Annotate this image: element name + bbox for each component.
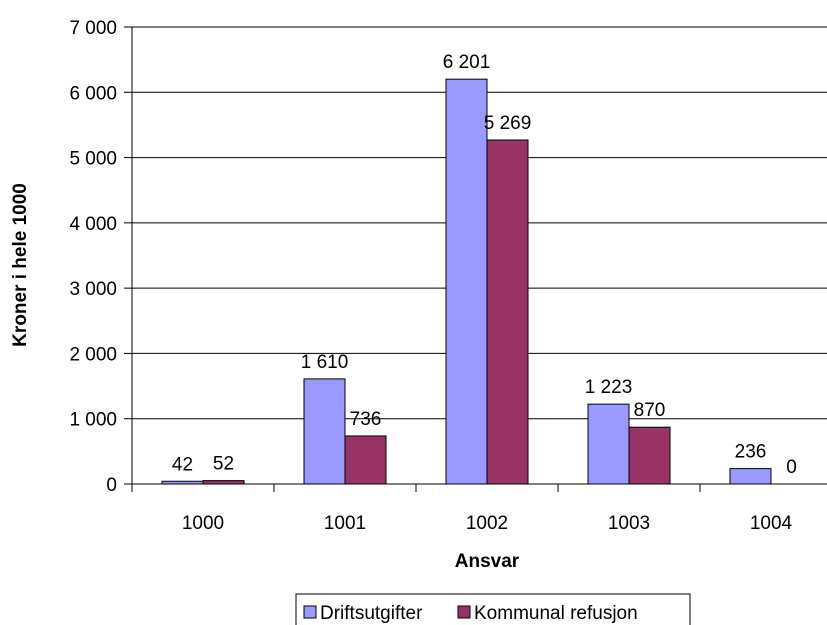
y-axis-title: Kroner i hele 1000 <box>10 183 31 347</box>
bar-kommunal-refusjon <box>344 435 387 485</box>
x-tick-label: 1000 <box>182 513 224 534</box>
legend-label: Driftsutgifter <box>320 603 423 624</box>
data-label: 5 269 <box>484 113 532 134</box>
data-label: 870 <box>634 400 666 421</box>
y-tick-label: 0 <box>106 475 117 496</box>
data-label: 0 <box>786 457 797 478</box>
data-label: 42 <box>172 454 193 475</box>
axes <box>124 26 827 492</box>
data-label: 1 223 <box>585 377 633 398</box>
legend-swatch <box>457 605 471 619</box>
x-axis-title: Ansvar <box>455 551 520 572</box>
bar-driftsutgifter <box>587 403 630 485</box>
legend-box <box>295 593 691 625</box>
data-label: 52 <box>213 454 234 475</box>
y-tick-label: 4 000 <box>69 214 117 235</box>
bar-driftsutgifter <box>729 468 772 485</box>
data-label: 6 201 <box>443 52 491 73</box>
bar-kommunal-refusjon <box>202 480 245 485</box>
y-tick-label: 1 000 <box>69 410 117 431</box>
bars <box>161 78 772 485</box>
y-tick-label: 6 000 <box>69 83 117 104</box>
x-tick-label: 1003 <box>608 513 650 534</box>
y-tick-label: 7 000 <box>69 18 117 39</box>
y-tick-label: 3 000 <box>69 279 117 300</box>
bar-kommunal-refusjon <box>486 139 529 485</box>
data-label: 1 610 <box>301 352 349 373</box>
x-tick-label: 1002 <box>466 513 508 534</box>
bar-driftsutgifter <box>445 78 488 485</box>
x-tick-label: 1001 <box>324 513 366 534</box>
x-tick-label: 1004 <box>750 513 793 534</box>
legend: Driftsutgifter Kommunal refusjon <box>295 593 691 625</box>
y-tick-label: 5 000 <box>69 149 117 170</box>
data-label: 236 <box>735 442 767 463</box>
legend-swatch <box>303 605 317 619</box>
bar-driftsutgifter <box>303 378 346 485</box>
legend-label: Kommunal refusjon <box>474 603 638 624</box>
y-tick-label: 2 000 <box>69 344 117 365</box>
bar-kommunal-refusjon <box>628 426 671 485</box>
y-tick-labels: 0 1 000 2 000 3 000 4 000 5 000 6 000 7 000 <box>69 18 117 496</box>
x-tick-labels: 1000 1001 1002 1003 1004 <box>182 513 793 534</box>
data-label: 736 <box>350 409 382 430</box>
